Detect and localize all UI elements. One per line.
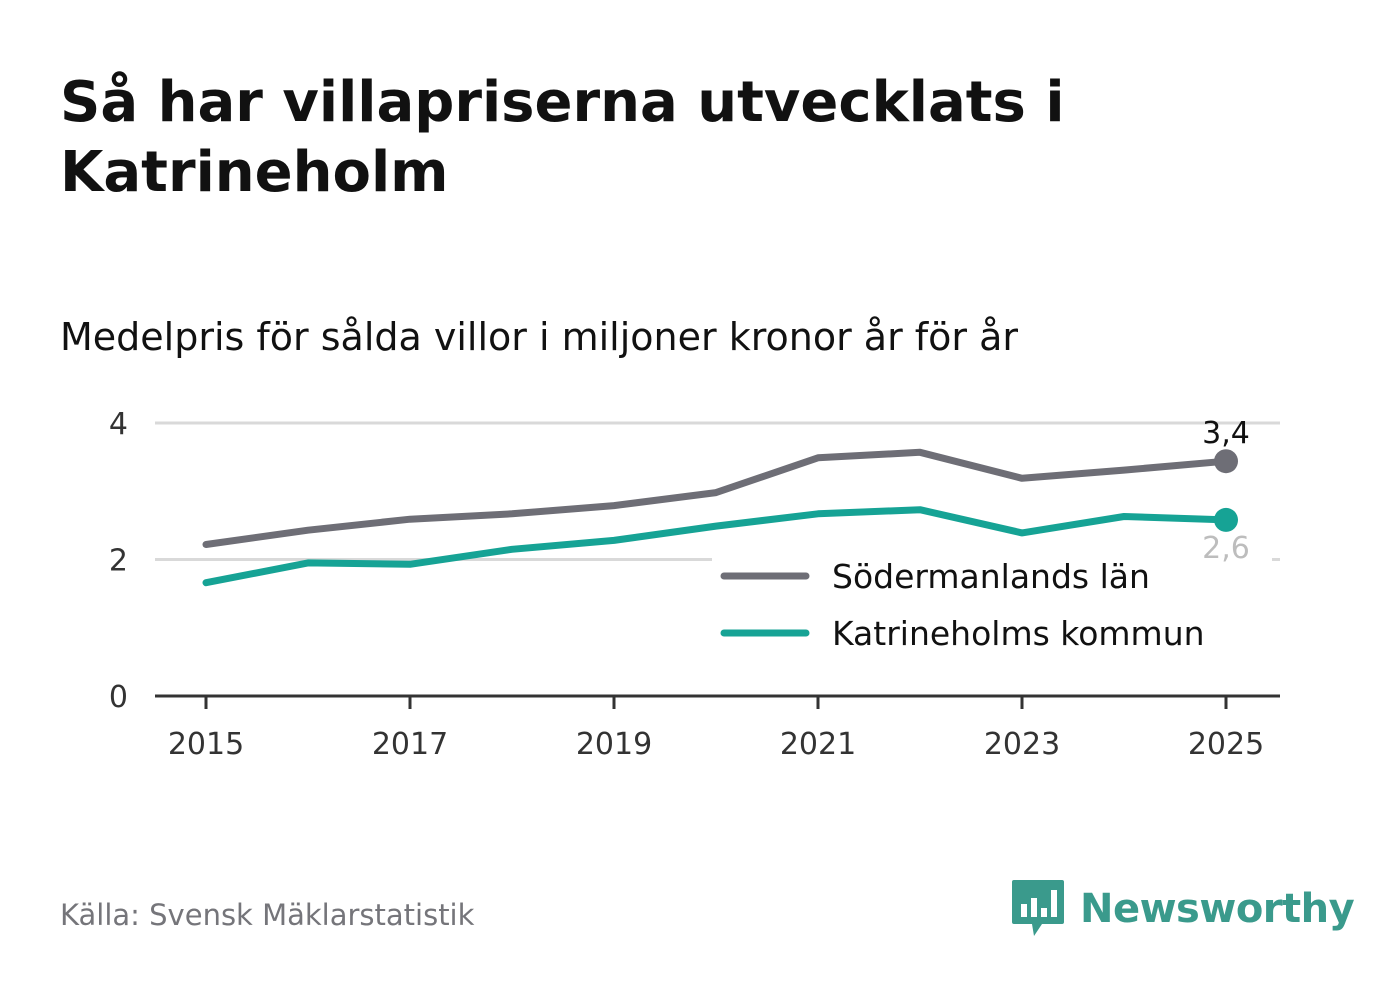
y-tick-label-4: 4 — [109, 407, 128, 442]
series-line-sodermanlands-lan — [202, 448, 1230, 548]
x-tick-label-2017: 2017 — [372, 727, 448, 762]
legend: Södermanlands län Katrineholms kommun — [712, 548, 1272, 666]
source-note: Källa: Svensk Mäklarstatistik — [60, 898, 475, 932]
chart-title: Så har villapriserna utvecklats i Katrin… — [60, 70, 1065, 205]
y-tick-label-0: 0 — [109, 680, 128, 715]
end-point-katrineholms-kommun — [1214, 507, 1238, 532]
x-tick-label-2025: 2025 — [1188, 727, 1264, 762]
x-tick-label-2021: 2021 — [780, 727, 856, 762]
end-label-katrineholms-kommun: 2,6 — [1202, 531, 1250, 566]
legend-label-sodermanlands-lan: Södermanlands län — [832, 557, 1150, 596]
chart-subtitle: Medelpris för sålda villor i miljoner kr… — [60, 315, 1019, 359]
x-tick-label-2015: 2015 — [168, 727, 244, 762]
legend-label-katrineholms-kommun: Katrineholms kommun — [832, 614, 1205, 653]
end-label-sodermanlands-lan: 3,4 — [1202, 416, 1250, 451]
series-layer — [202, 448, 1238, 587]
x-tick-label-2019: 2019 — [576, 727, 652, 762]
end-point-sodermanlands-lan — [1214, 449, 1238, 474]
end-labels: 3,4 2,6 — [1202, 416, 1250, 566]
x-tick-label-2023: 2023 — [984, 727, 1060, 762]
y-tick-label-2: 2 — [109, 544, 128, 579]
newsworthy-logo: Newsworthy — [1010, 878, 1355, 940]
series-line-katrineholms-kommun — [202, 506, 1230, 587]
newsworthy-logo-icon — [1012, 880, 1064, 936]
legend-background — [712, 548, 1272, 666]
newsworthy-logo-text: Newsworthy — [1080, 886, 1355, 932]
axes: 0 2 4 2015 2017 2019 2021 2023 2025 — [109, 407, 1280, 762]
